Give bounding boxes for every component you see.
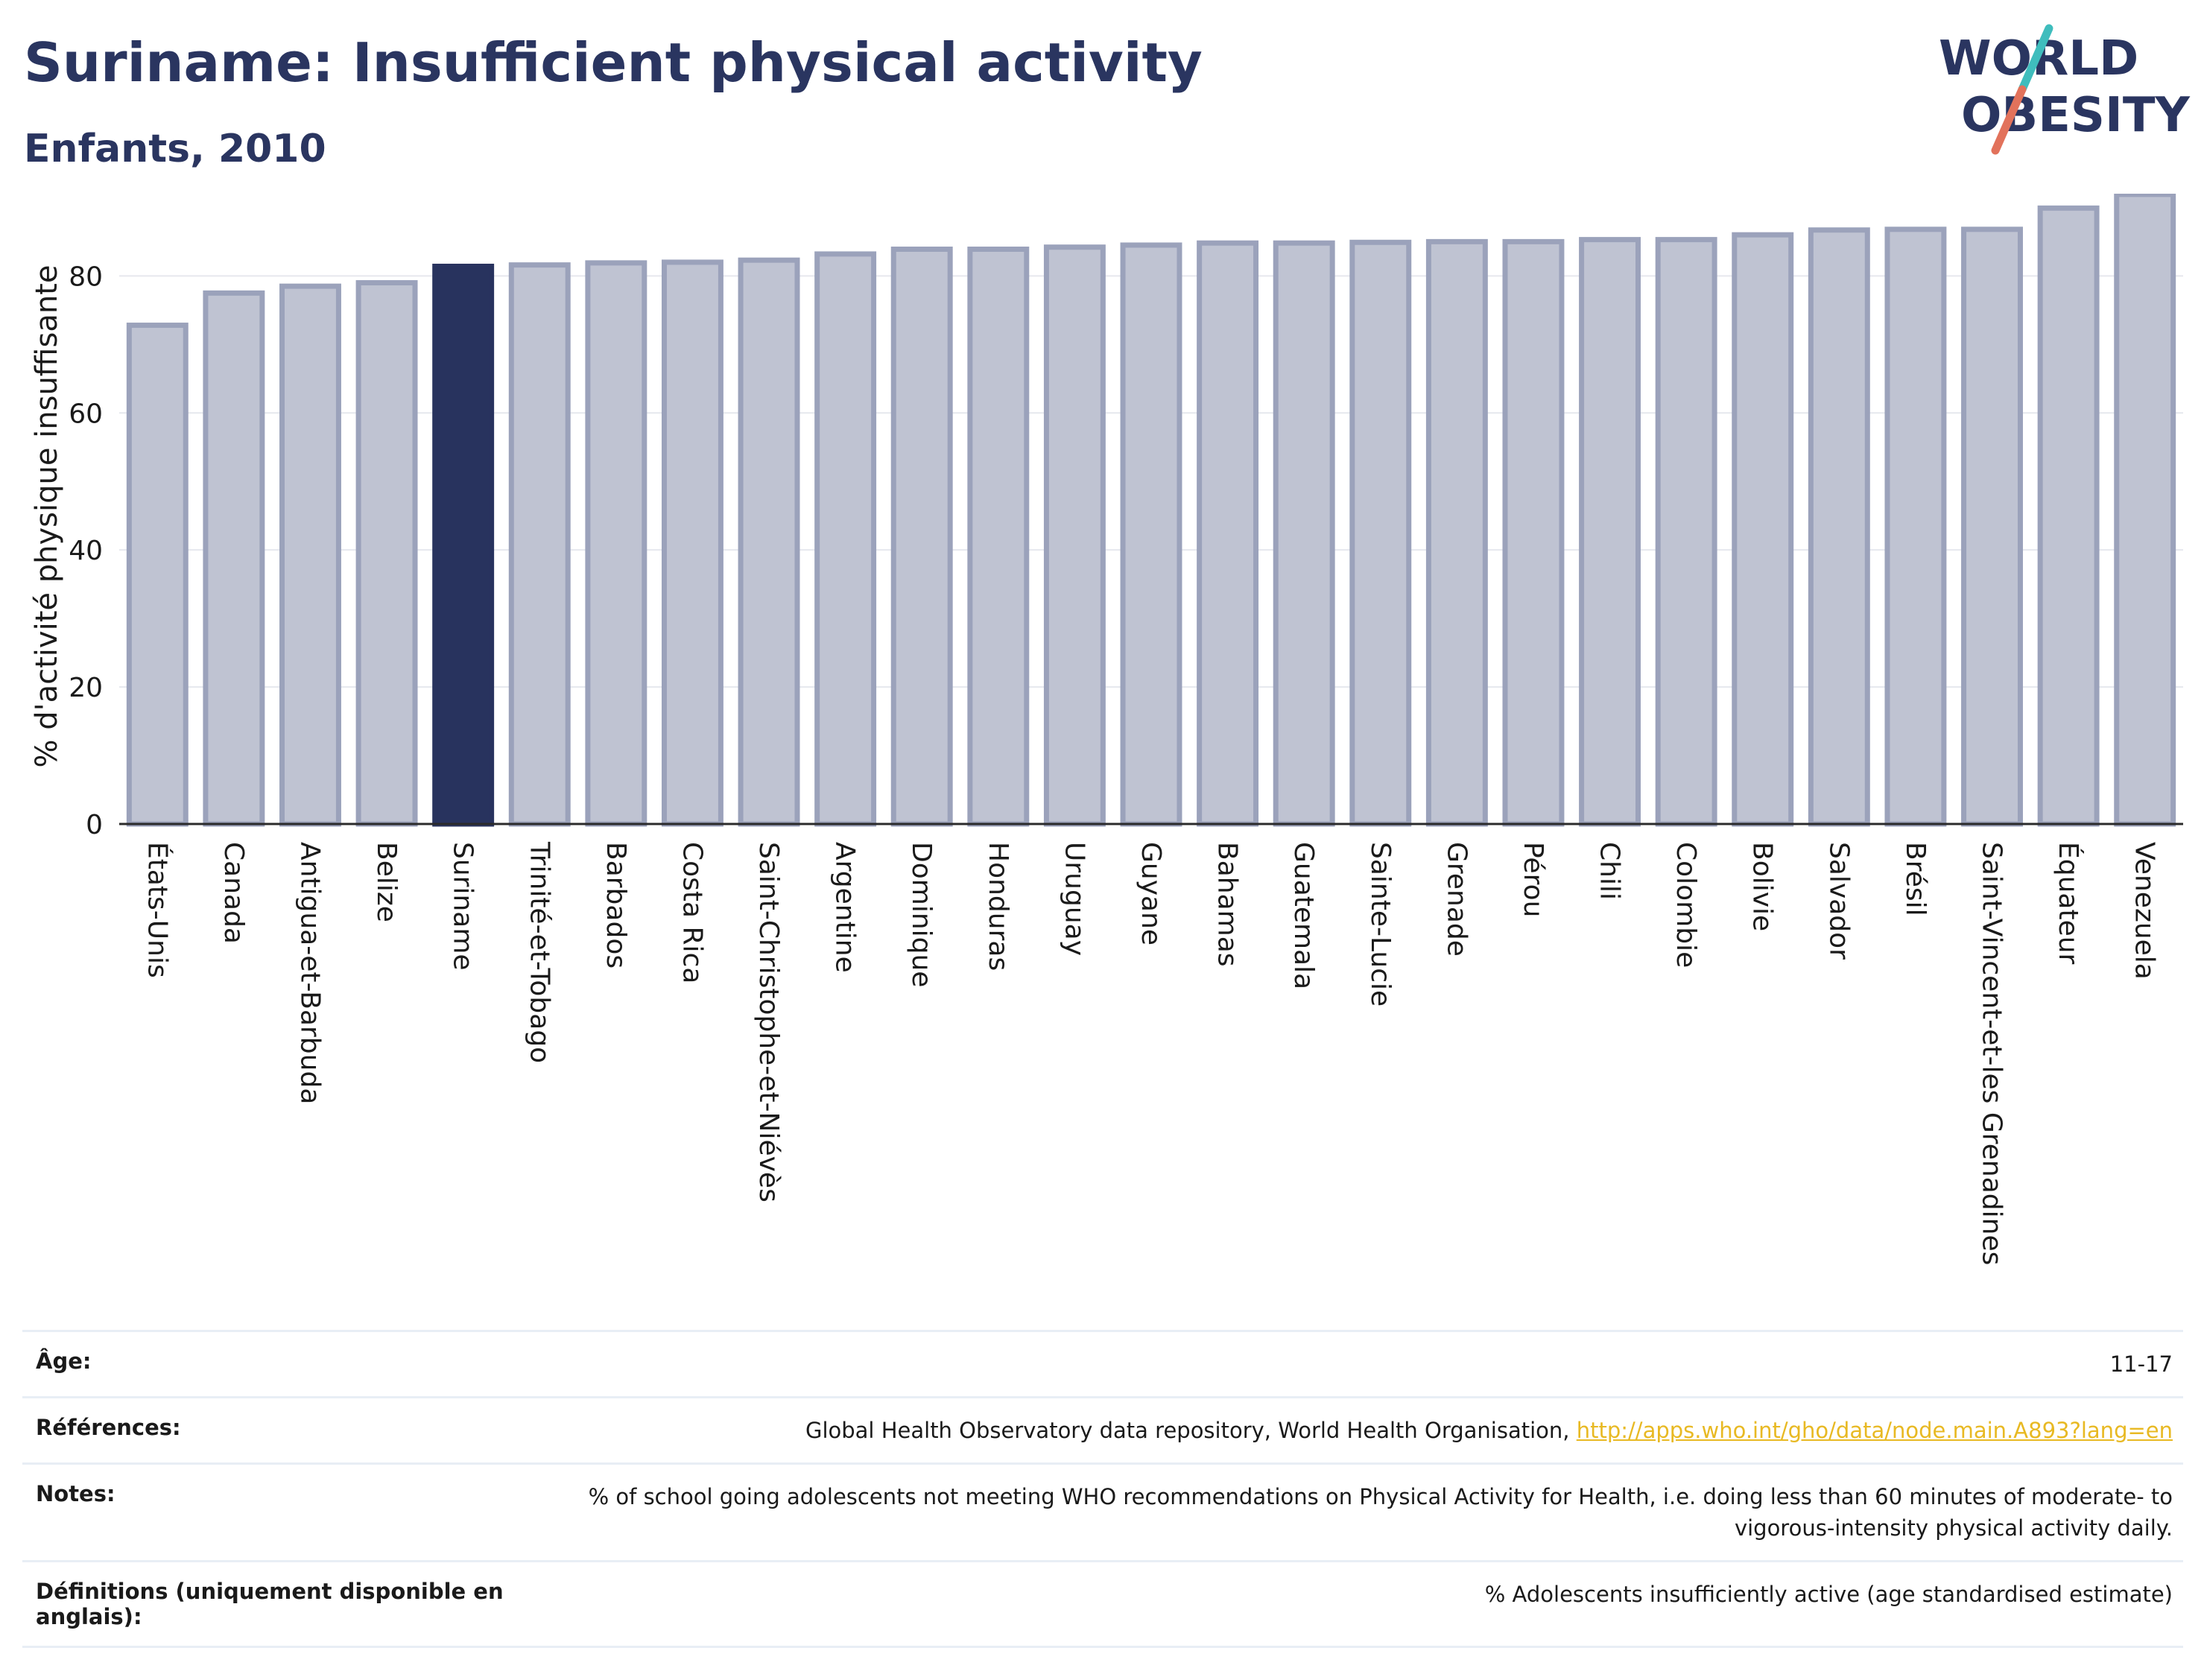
- logo-slash-coral: [1991, 85, 2027, 155]
- bar: [1349, 239, 1412, 827]
- bar: [355, 280, 418, 827]
- chart-subtitle: Enfants, 2010: [24, 127, 326, 171]
- bar: [1579, 237, 1641, 827]
- bar: [2114, 194, 2176, 827]
- bar: [2037, 205, 2100, 827]
- bar: [814, 251, 877, 827]
- bar: [1120, 242, 1182, 827]
- bar: [967, 246, 1030, 827]
- bar: [1425, 238, 1488, 827]
- bar: [279, 283, 341, 827]
- logo-line-2: OBESITY: [1961, 88, 2190, 143]
- x-tick-label: Bahamas: [1212, 842, 1243, 967]
- bar: [1808, 227, 1870, 827]
- x-tick-label: Bolivie: [1747, 842, 1778, 931]
- meta-value-age: 11-17: [538, 1329, 2183, 1398]
- x-tick-label: Suriname: [448, 842, 478, 971]
- x-tick-label: Brésil: [1900, 842, 1931, 916]
- x-tick-label: Salvador: [1823, 842, 1854, 960]
- bar: [585, 260, 647, 827]
- x-tick-label: Dominique: [906, 842, 937, 987]
- x-tick-label: Trinité-et-Tobago: [524, 841, 554, 1063]
- y-tick-label: 40: [69, 536, 103, 566]
- x-tick-label: Chili: [1595, 842, 1625, 900]
- meta-row-age: Âge: 11-17: [22, 1329, 2183, 1398]
- x-tick-label: Sainte-Lucie: [1365, 842, 1396, 1007]
- y-tick-label: 20: [69, 673, 103, 703]
- x-tick-label: Saint-Vincent-et-les Grenadines: [1977, 842, 2007, 1265]
- bar: [1655, 237, 1717, 827]
- chart-title: Suriname: Insufficient physical activity: [24, 31, 1203, 94]
- meta-label-definitions: Définitions (uniquement disponible en an…: [22, 1560, 538, 1649]
- x-tick-label: Pérou: [1518, 842, 1548, 917]
- x-tick-label: Canada: [218, 842, 249, 944]
- references-link[interactable]: http://apps.who.int/gho/data/node.main.A…: [1576, 1418, 2173, 1444]
- bar: [661, 259, 723, 827]
- x-tick-label: Argentine: [830, 842, 861, 973]
- meta-row-references: Références: Global Health Observatory da…: [22, 1396, 2183, 1464]
- meta-label-references: Références:: [22, 1396, 538, 1464]
- x-tick-label: Guatemala: [1288, 842, 1319, 989]
- references-text: Global Health Observatory data repositor…: [805, 1418, 1577, 1444]
- bar: [126, 323, 189, 827]
- x-tick-label: Venezuela: [2129, 842, 2160, 980]
- world-obesity-logo: WORLD OBESITY: [1939, 24, 2190, 155]
- y-tick-label: 60: [69, 399, 103, 429]
- meta-value-references: Global Health Observatory data repositor…: [538, 1396, 2183, 1464]
- bar: [1884, 226, 1947, 827]
- x-tick-label: Honduras: [983, 842, 1013, 971]
- x-tick-label: États-Unis: [142, 842, 173, 978]
- x-tick-label: Grenade: [1441, 842, 1472, 957]
- logo-slash-teal: [2018, 24, 2053, 94]
- y-tick-label: 80: [69, 261, 103, 292]
- y-axis-title: % d'activité physique insuffisante: [30, 265, 64, 768]
- x-tick-label: Guyane: [1136, 842, 1166, 945]
- x-tick-label: Belize: [371, 842, 402, 922]
- meta-value-notes: % of school going adolescents not meetin…: [538, 1462, 2183, 1562]
- x-tick-label: Costa Rica: [677, 842, 707, 983]
- bar: [890, 246, 953, 827]
- meta-row-definitions: Définitions (uniquement disponible en an…: [22, 1560, 2183, 1649]
- x-tick-label: Colombie: [1671, 842, 1701, 968]
- meta-label-age: Âge:: [22, 1329, 538, 1398]
- bar: [1273, 240, 1335, 827]
- meta-label-notes: Notes:: [22, 1462, 538, 1562]
- bar: [1502, 238, 1565, 827]
- bar: [738, 257, 800, 827]
- meta-row-notes: Notes: % of school going adolescents not…: [22, 1462, 2183, 1562]
- meta-value-definitions: % Adolescents insufficiently active (age…: [538, 1560, 2183, 1649]
- bar: [203, 290, 265, 827]
- bar-chart: 0 20 40 60 80% d'activité physique insuffisa…: [30, 194, 2183, 1265]
- x-tick-label: Équateur: [2053, 842, 2084, 965]
- x-tick-label: Uruguay: [1059, 842, 1089, 956]
- y-tick-label: 0: [86, 810, 103, 840]
- x-tick-label: Saint-Christophe-et-Niévès: [753, 842, 784, 1202]
- x-tick-label: Barbados: [601, 842, 631, 969]
- bar: [1197, 240, 1259, 827]
- bar: [432, 263, 495, 827]
- metadata-table: Âge: 11-17 Références: Global Health Obs…: [22, 1329, 2183, 1649]
- bar: [1732, 232, 1794, 827]
- bar: [508, 262, 571, 827]
- x-tick-label: Antigua-et-Barbuda: [294, 842, 325, 1104]
- bar: [1043, 244, 1106, 827]
- bar: [1961, 226, 2023, 827]
